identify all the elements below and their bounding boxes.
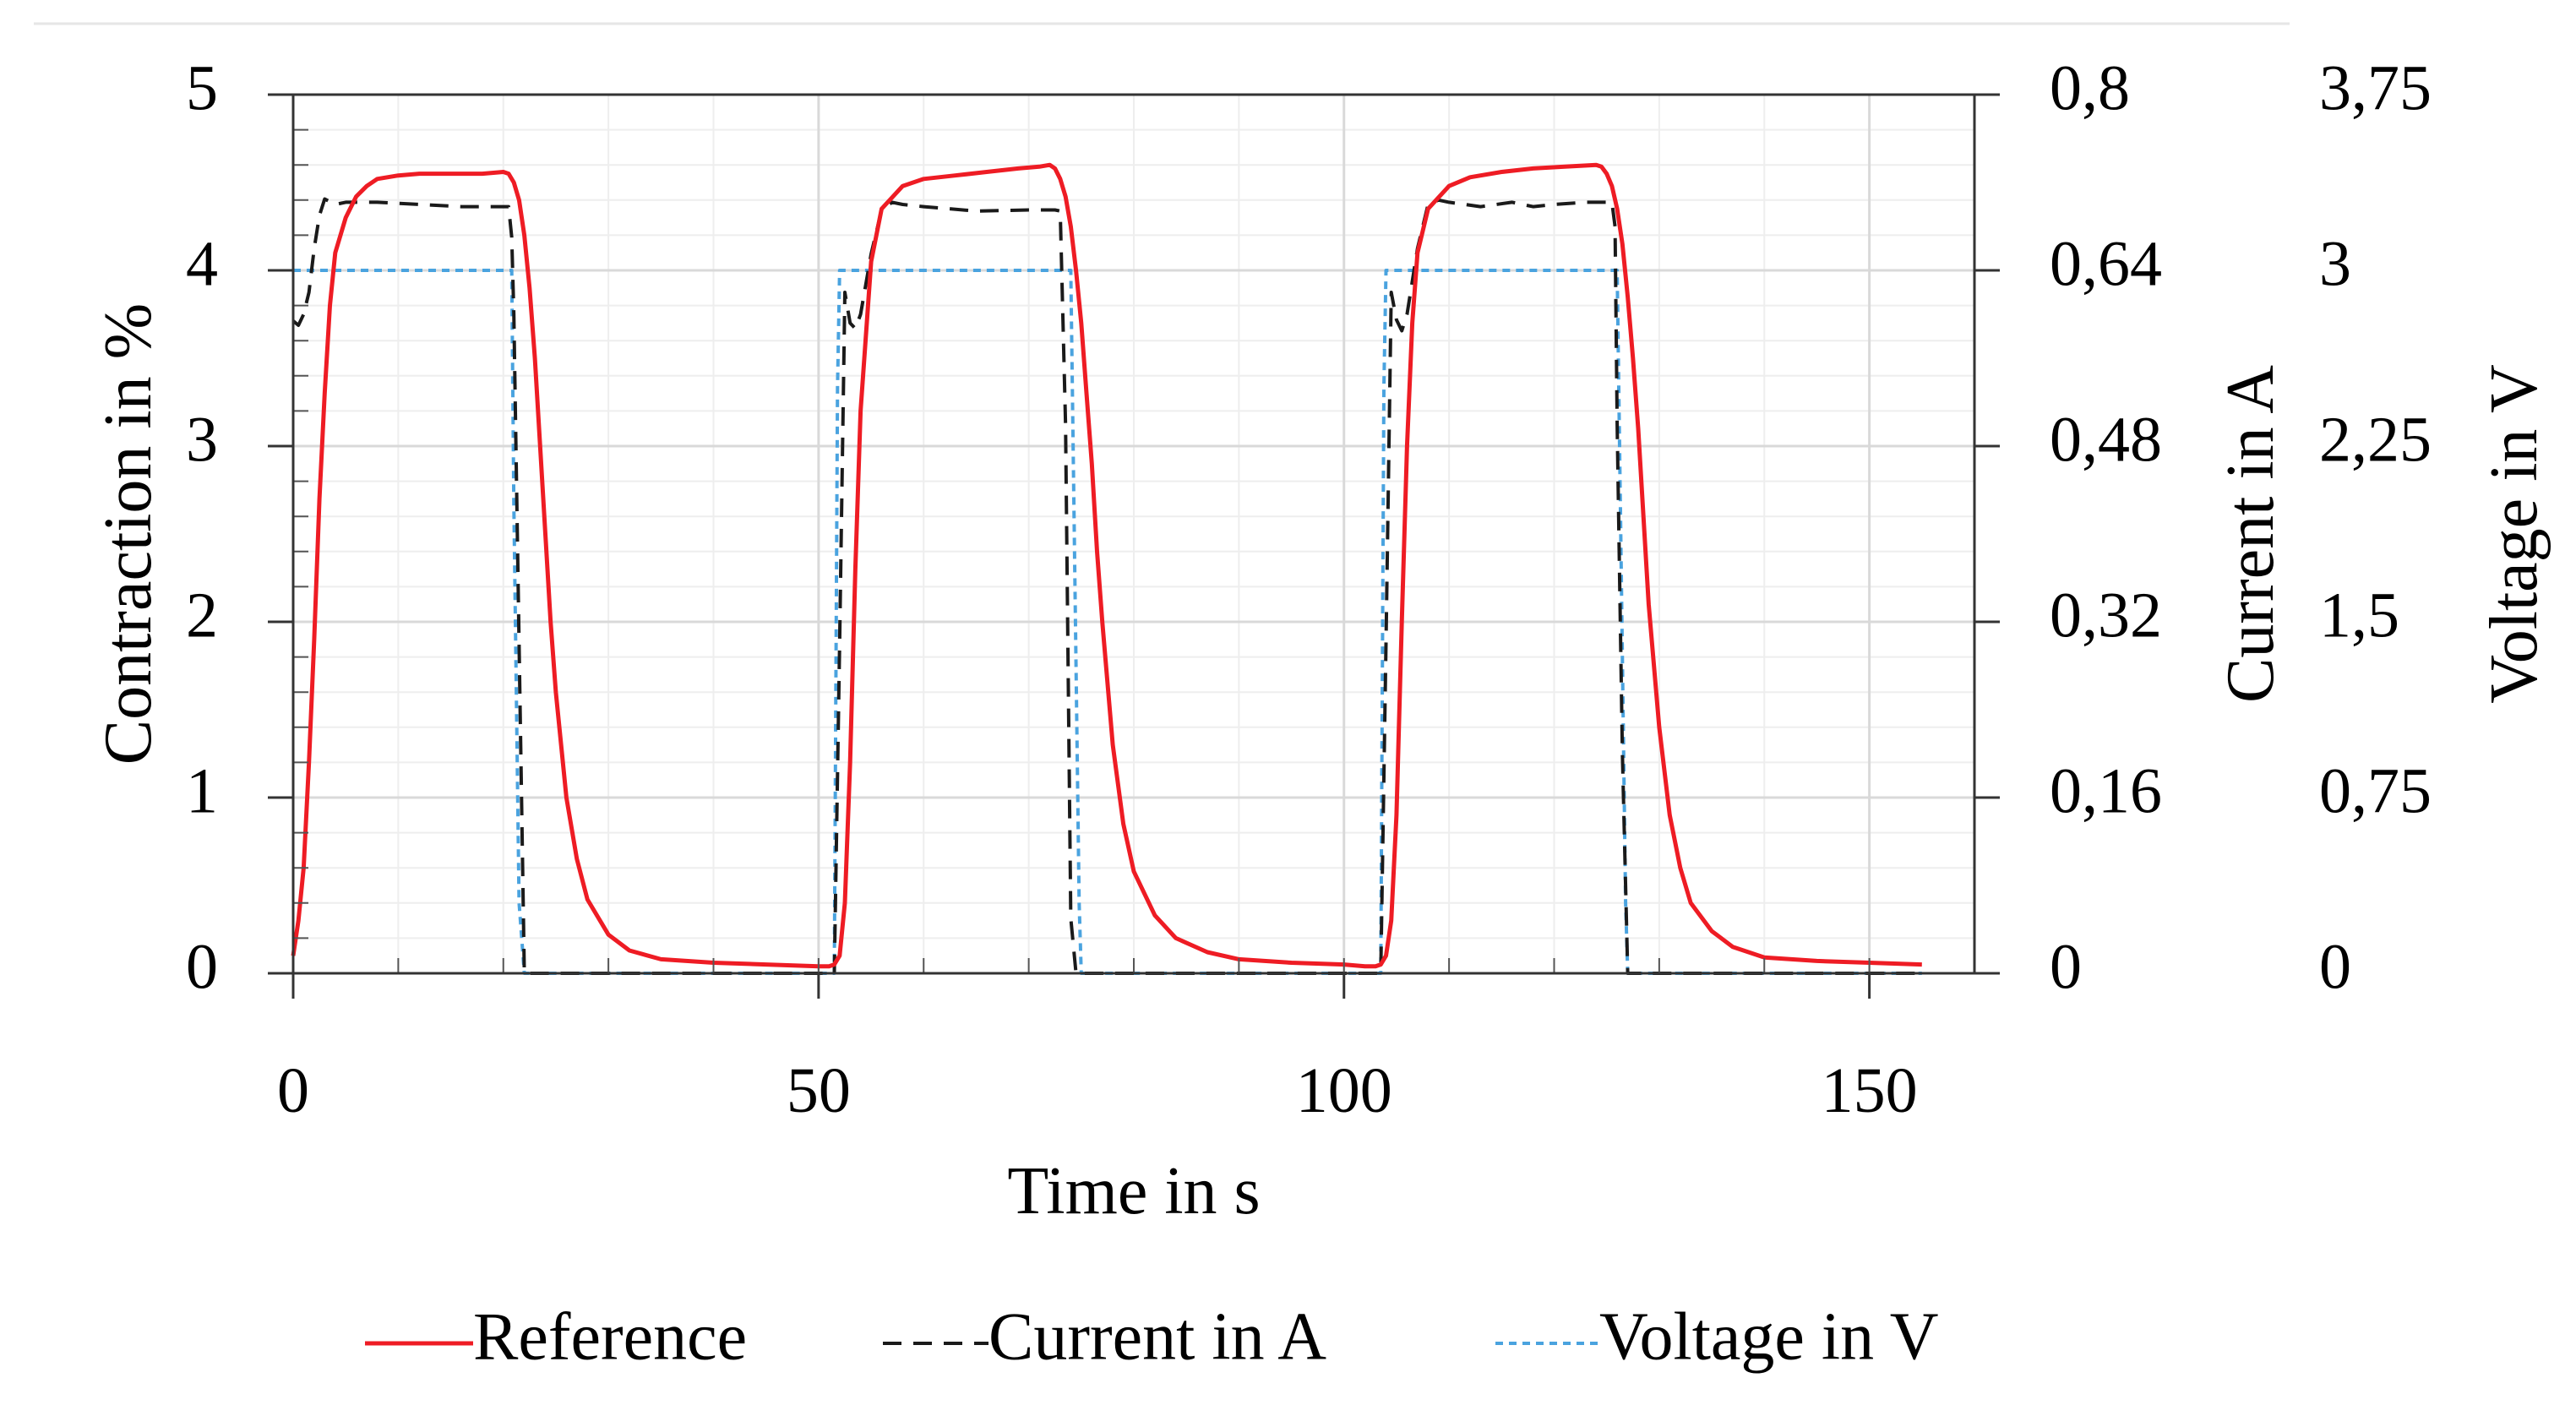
x-tick-label: 150 xyxy=(1822,1055,1918,1126)
legend-reference-label: Reference xyxy=(473,1299,747,1374)
y-left-tick-label: 0 xyxy=(186,931,218,1002)
voltage-line xyxy=(293,269,1922,975)
y-left-tick-label: 1 xyxy=(186,755,218,826)
y-voltage-tick-label: 3,75 xyxy=(2319,52,2432,123)
y-left-tick-label: 5 xyxy=(186,52,218,123)
legend-voltage-label: Voltage in V xyxy=(1599,1299,1938,1374)
y-left-tick-label: 2 xyxy=(186,580,218,651)
y-current-tick-label: 0 xyxy=(2050,931,2082,1002)
grid-lines xyxy=(34,22,2290,973)
y-current-tick-label: 0,48 xyxy=(2050,404,2162,475)
legend-current-label: Current in A xyxy=(988,1299,1326,1374)
legend: Reference Current in A Voltage in V xyxy=(365,1299,1938,1374)
y-left-tick-label: 4 xyxy=(186,228,218,299)
x-axis-title: Time in s xyxy=(1007,1154,1260,1228)
y-voltage-tick-label: 1,5 xyxy=(2319,580,2399,651)
y-voltage-tick-label: 0 xyxy=(2319,931,2351,1002)
plot-series xyxy=(291,162,1922,975)
x-tick-label: 100 xyxy=(1296,1055,1392,1126)
y-axis-current-title: Current in A xyxy=(2214,365,2288,703)
y-axis-voltage-title: Voltage in V xyxy=(2477,364,2551,703)
reference-line xyxy=(291,162,1922,969)
y-voltage-tick-label: 3 xyxy=(2319,228,2351,299)
y-axis-left-title: Contraction in % xyxy=(91,303,166,765)
y-current-tick-label: 0,8 xyxy=(2050,52,2130,123)
y-left-tick-label: 3 xyxy=(186,404,218,475)
x-tick-label: 50 xyxy=(787,1055,851,1126)
y-voltage-tick-label: 2,25 xyxy=(2319,404,2432,475)
x-tick-label: 0 xyxy=(277,1055,309,1126)
y-current-tick-label: 0,32 xyxy=(2050,580,2162,651)
current-line xyxy=(291,197,1922,975)
y-voltage-tick-label: 0,75 xyxy=(2319,755,2432,826)
y-current-tick-label: 0,16 xyxy=(2050,755,2162,826)
y-current-tick-label: 0,64 xyxy=(2050,228,2162,299)
